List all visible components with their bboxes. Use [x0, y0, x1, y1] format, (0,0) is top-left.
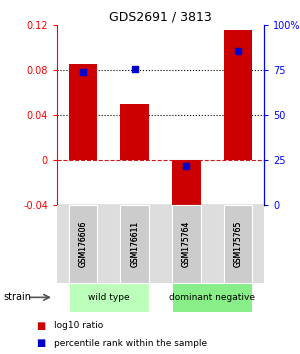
Text: GSM176606: GSM176606 [78, 221, 87, 268]
Text: GSM176611: GSM176611 [130, 221, 139, 267]
Point [80, 69, 85, 75]
Text: GSM175764: GSM175764 [182, 221, 191, 268]
Text: GSM175764: GSM175764 [182, 221, 191, 268]
Point [132, 66, 137, 72]
Text: GSM176611: GSM176611 [130, 221, 139, 267]
Point [184, 163, 189, 169]
Text: GSM175765: GSM175765 [234, 221, 243, 268]
Point [236, 48, 241, 54]
Text: log10 ratio: log10 ratio [54, 321, 103, 330]
Text: GSM176606: GSM176606 [78, 221, 87, 268]
Text: wild type: wild type [88, 293, 130, 302]
Text: strain: strain [3, 292, 31, 302]
Text: ■: ■ [36, 338, 45, 348]
Text: GSM175765: GSM175765 [234, 221, 243, 268]
Bar [69, 64, 97, 160]
Title: GDS2691 / 3813: GDS2691 / 3813 [109, 11, 212, 24]
Bar [172, 160, 201, 219]
Bar [224, 30, 252, 160]
Text: dominant negative: dominant negative [169, 293, 255, 302]
Bar [120, 104, 149, 160]
Text: ■: ■ [36, 321, 45, 331]
Text: percentile rank within the sample: percentile rank within the sample [54, 339, 207, 348]
